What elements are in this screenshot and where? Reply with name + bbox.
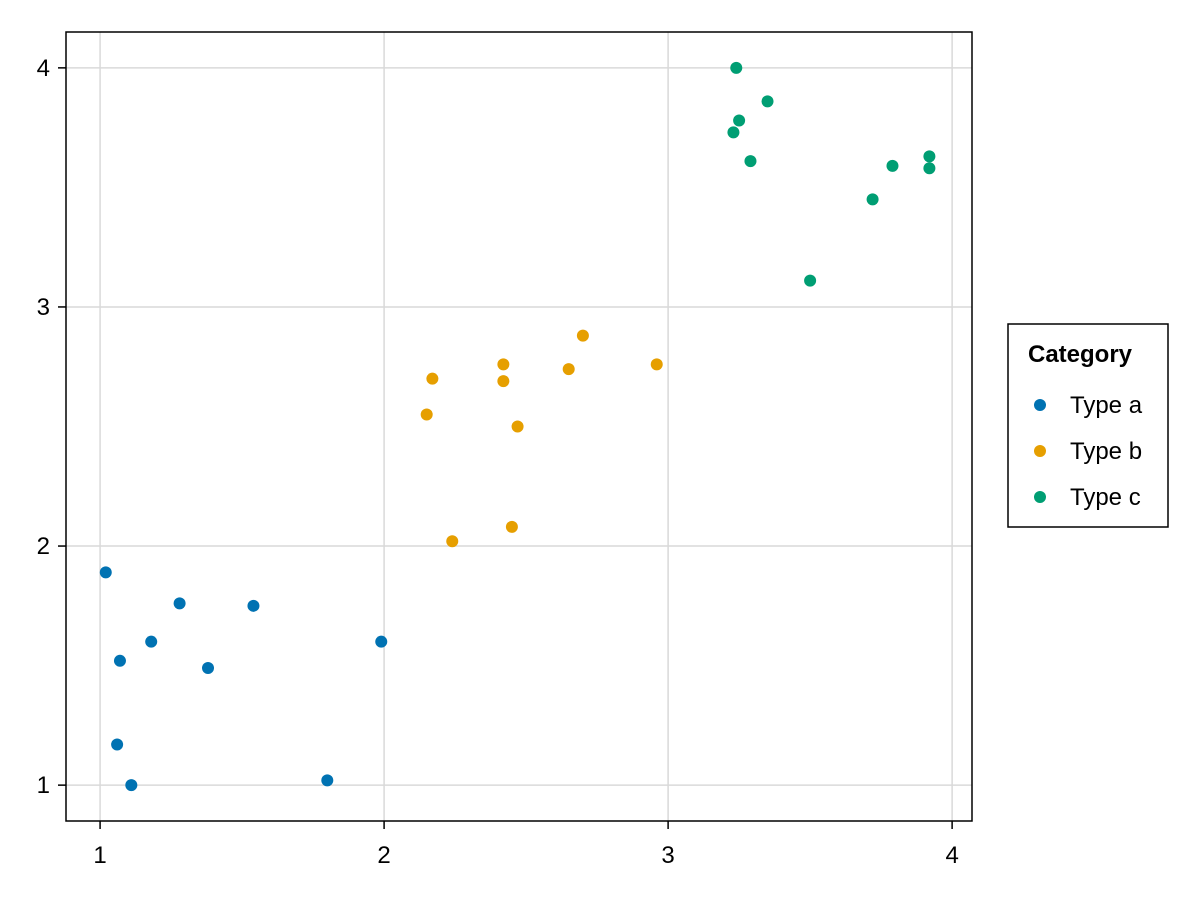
y-tick-label: 2 <box>37 533 50 560</box>
point-type-b <box>497 375 510 388</box>
point-type-a <box>173 597 186 610</box>
point-type-b <box>420 408 433 421</box>
legend-label-type-a: Type a <box>1070 392 1143 419</box>
legend: Category Type a Type b Type c <box>1007 323 1169 528</box>
legend-marker-type-c <box>1034 491 1046 503</box>
point-type-c <box>733 114 746 127</box>
point-type-a <box>99 566 112 579</box>
point-type-c <box>923 162 936 175</box>
point-type-a <box>247 599 260 612</box>
point-type-a <box>202 661 215 674</box>
point-type-c <box>804 274 817 287</box>
legend-marker-type-b <box>1034 445 1046 457</box>
point-type-a <box>375 635 388 648</box>
ticks-layer: 1 2 3 4 1 2 3 4 <box>37 55 959 869</box>
point-type-b <box>426 372 439 385</box>
point-type-c <box>730 61 743 74</box>
point-type-b <box>576 329 589 342</box>
legend-box <box>1007 323 1169 528</box>
point-type-c <box>866 193 879 206</box>
grid-layer <box>66 32 972 821</box>
point-type-b <box>511 420 524 433</box>
point-type-c <box>886 159 899 172</box>
point-type-c <box>923 150 936 163</box>
plot-frame <box>65 31 973 822</box>
point-type-a <box>321 774 334 787</box>
x-tick-label: 2 <box>377 842 390 869</box>
point-type-b <box>446 535 459 548</box>
point-type-b <box>562 363 575 376</box>
point-type-c <box>727 126 740 139</box>
y-tick-label: 1 <box>37 772 50 799</box>
legend-label-type-c: Type c <box>1070 484 1141 511</box>
legend-title: Category <box>1028 341 1133 368</box>
x-tick-label: 3 <box>661 842 674 869</box>
y-tick-label: 3 <box>37 294 50 321</box>
point-type-b <box>497 358 510 371</box>
points-layer <box>99 61 936 792</box>
point-type-c <box>744 155 757 168</box>
point-type-a <box>125 779 138 792</box>
x-tick-label: 1 <box>93 842 106 869</box>
point-type-a <box>111 738 124 751</box>
point-type-c <box>761 95 774 108</box>
point-type-a <box>145 635 158 648</box>
point-type-a <box>113 654 126 667</box>
legend-marker-type-a <box>1034 399 1046 411</box>
legend-items: Type a Type b Type c <box>1034 392 1143 511</box>
point-type-b <box>505 520 518 533</box>
legend-label-type-b: Type b <box>1070 438 1142 465</box>
y-tick-label: 4 <box>37 55 50 82</box>
x-tick-label: 4 <box>945 842 958 869</box>
point-type-b <box>650 358 663 371</box>
